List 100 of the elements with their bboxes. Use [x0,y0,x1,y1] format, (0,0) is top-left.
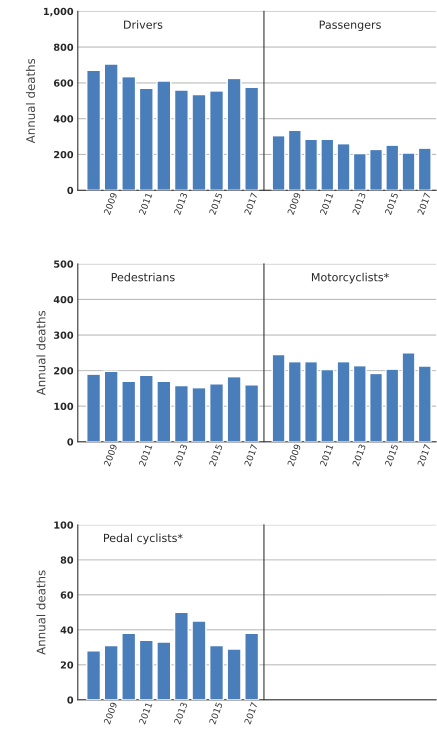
bar [104,63,119,190]
bar [304,138,318,190]
x-tick-label: 2013 [174,444,188,467]
y-tick-label: 1,000 [44,8,74,16]
bar [104,644,119,700]
bar [121,76,136,190]
bar [288,130,302,190]
x-tick-label: 2013 [174,192,188,216]
bar [121,632,136,700]
bar [418,365,432,442]
bar [138,640,154,700]
text: Motorcyclists* [312,272,389,284]
bar [418,148,432,190]
bar [244,86,260,190]
text: Passengers [320,20,381,31]
bar [121,380,136,442]
bar [174,89,189,190]
x-tick-label: 2011 [320,444,334,467]
x-tick-label: 2011 [138,444,152,467]
bar [174,612,189,700]
x-tick-label: 2009 [103,444,118,467]
x-tick-label: 2017 [417,444,431,467]
x-tick-label: 2017 [244,444,258,467]
y-tick-label: 60 [60,591,74,599]
x-tick-label: 2015 [384,444,398,467]
y-tick-label: 0 [67,186,74,194]
bar [191,387,207,442]
x-tick-label: 2009 [103,702,118,725]
y-tick-label: 80 [60,556,74,564]
x-tick-label: 2011 [138,192,152,216]
bar [191,620,207,700]
bar [352,152,367,190]
y-tick-label: 800 [54,44,74,51]
bar [272,354,286,442]
x-tick-label: 2017 [417,192,431,216]
bar [226,376,242,442]
bar [368,372,384,442]
x-tick-label: 2009 [287,444,301,467]
x-tick-label: 2015 [208,444,223,467]
y-tick-label: 200 [54,367,74,374]
y-tick-label: 0 [67,696,74,704]
y-tick-label: 200 [54,150,74,158]
bar [208,644,224,700]
x-tick-label: 2009 [103,192,118,216]
y-axis-title: Annual deaths [36,570,46,655]
bar [272,134,286,190]
bar [336,361,351,442]
x-tick-label: 2015 [384,192,398,216]
x-tick-label: 2017 [244,192,258,216]
bar [401,352,416,442]
y-tick-label: 500 [54,260,74,268]
x-tick-label: 2011 [138,702,152,725]
bar [368,148,384,190]
y-tick-label: 400 [54,115,74,123]
bar [401,152,416,190]
y-tick-label: 600 [54,79,74,87]
bar [104,370,119,442]
bar [174,384,189,442]
text: Pedal cyclists* [104,534,183,544]
bar [226,78,242,190]
y-axis-title: Annual deaths [36,310,46,396]
y-axis-title: Annual deaths [26,58,36,144]
bar [156,80,172,190]
x-tick-label: 2015 [208,702,223,725]
bar [86,373,102,442]
bar [226,648,242,700]
y-tick-label: 100 [54,521,74,529]
x-tick-label: 2013 [174,702,188,725]
bar [320,368,334,442]
bar [244,384,260,442]
bar [208,383,224,442]
y-tick-label: 20 [60,661,74,669]
bar [320,138,334,190]
x-tick-label: 2017 [244,702,258,725]
bar [244,632,260,700]
bar [86,650,102,700]
bar [138,374,154,442]
x-tick-label: 2015 [208,192,223,216]
bar [208,90,224,190]
x-tick-label: 2013 [352,192,366,216]
text: Drivers [124,20,162,29]
x-tick-label: 2009 [287,192,301,216]
y-tick-label: 300 [54,332,74,339]
y-tick-label: 40 [60,626,74,634]
x-tick-label: 2013 [352,444,366,467]
bar [336,143,351,190]
bar [352,364,367,442]
bar [156,380,172,442]
y-tick-label: 100 [54,402,74,410]
text: Pedestrians [112,272,175,282]
bar [138,88,154,190]
y-tick-label: 0 [67,438,74,446]
bar [156,641,172,700]
bar [304,361,318,442]
y-tick-label: 400 [54,296,74,304]
bar [191,94,207,190]
bar [385,368,400,442]
bar [86,70,102,190]
bar [385,144,400,190]
x-tick-label: 2011 [320,192,334,216]
